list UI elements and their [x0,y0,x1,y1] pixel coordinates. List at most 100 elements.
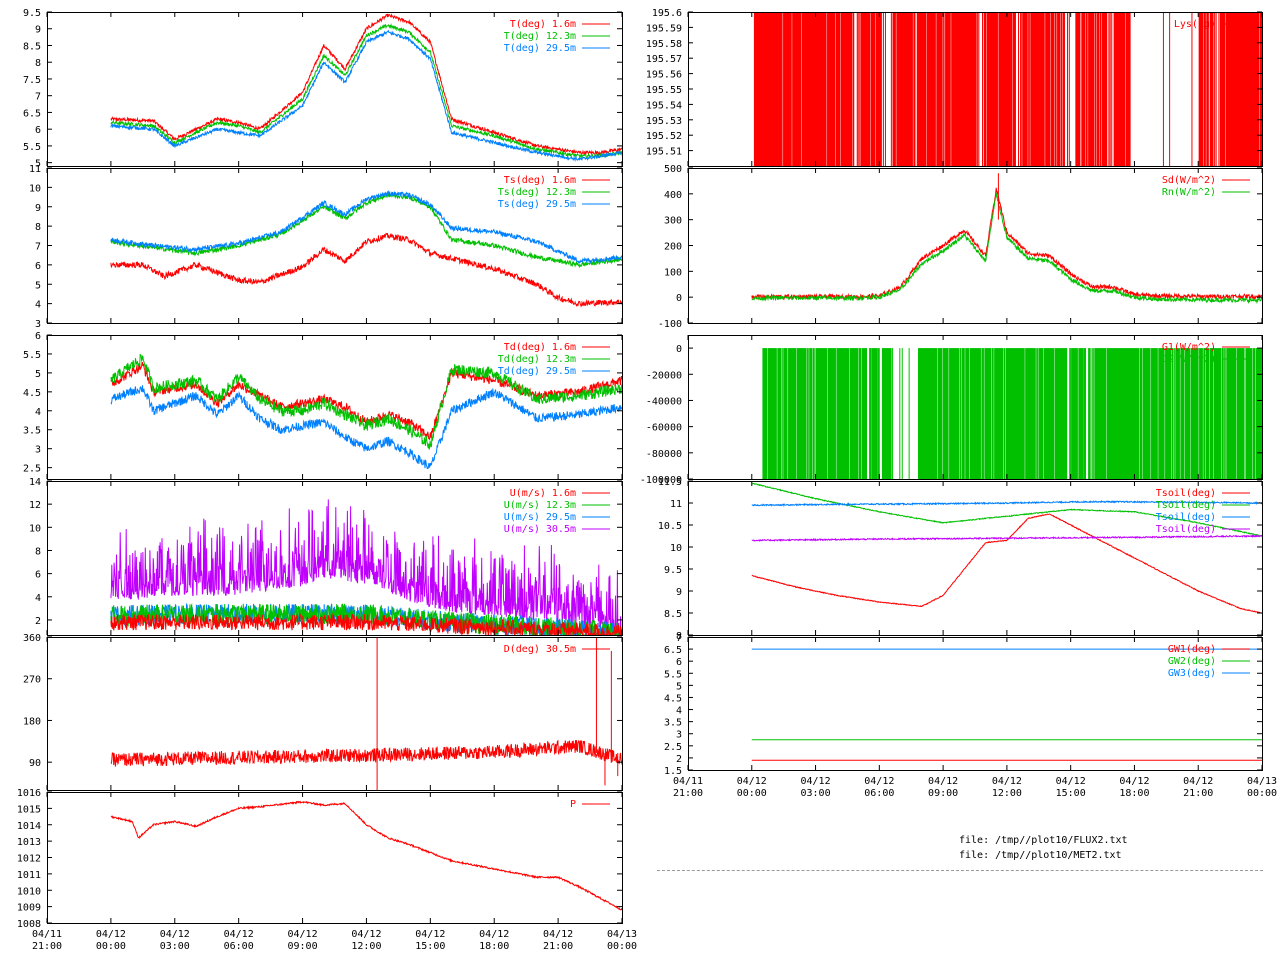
bar-segment [1088,12,1090,166]
y-tick-label: 2 [35,616,41,627]
bar-segment [827,12,836,166]
bar-segment [1088,348,1090,479]
bar-segment [1225,348,1227,479]
y-tick-label: 2.5 [23,464,41,475]
bar-segment [1205,348,1210,479]
x-tick-label-time: 00:00 [737,788,767,799]
panel-frame [688,637,1263,771]
x-tick-label-date: 04/13 [607,929,637,940]
y-tick-label: 195.58 [646,39,682,50]
legend-label: Sd(W/m^2) [1162,175,1216,186]
bar-segment [840,12,853,166]
y-tick-label: 6 [676,657,682,668]
bar-segment [1190,348,1199,479]
bar-segment [918,348,938,479]
panel-frame [47,637,623,791]
y-tick-label: 200 [664,242,682,253]
series-line [110,29,622,163]
bar-segment [1245,348,1253,479]
y-tick-label: 3 [35,445,41,456]
y-tick-label: 9 [35,25,41,36]
y-tick-label: 1016 [17,788,41,799]
y-tick-label: 3.5 [664,718,682,729]
bar-segment [1003,348,1006,479]
panel-6: 1008 1009 1010 1011 1012 1013 1014 1015 1016 04/1… [17,788,637,952]
bar-segment [1050,12,1055,166]
panel-8: -100 0 100 200 300 400 500 Sd(W/m^2)Rn(W/m^2) [658,164,1263,330]
y-tick-label: 8 [676,631,682,642]
series-line [110,353,622,450]
bar-segment [965,348,970,479]
x-tick-label-time: 06:00 [224,941,254,952]
bar-segment [792,12,802,166]
y-tick-label: 1011 [17,870,41,881]
y-tick-label: 195.51 [646,147,682,158]
panel-frame [688,335,1263,480]
bar-segment [1025,348,1036,479]
y-tick-label: 400 [664,190,682,201]
series-line [110,232,622,308]
x-tick-label-date: 04/12 [737,776,767,787]
y-tick-label: 5 [35,280,41,291]
panel-5: 90 180 270 360 D(deg) 30.5m [23,633,623,791]
bar-segment [1209,348,1214,479]
x-tick-label-time: 03:00 [801,788,831,799]
bar-segment [807,348,809,479]
bar-segment [1199,348,1201,479]
bar-segment [1022,12,1028,166]
panel-frame [47,481,623,636]
panel-9: -100000 -80000 -60000 -40000 -20000 0 G1(W/m^2… [640,335,1263,486]
x-tick-label-date: 04/12 [928,776,958,787]
bar-segment [875,12,882,166]
bar-segment [1142,348,1151,479]
legend-label: Tsoil(deg) [1156,524,1216,535]
x-tick-label-date: 04/12 [351,929,381,940]
legend-label: GW2(deg) [1168,656,1216,667]
bar-segment [783,12,792,166]
bar-segment [852,12,855,166]
bar-segment [815,348,828,479]
y-tick-label: 360 [23,633,41,644]
bar-segment [1093,348,1095,479]
bar-segment [961,348,965,479]
y-tick-label: 9.5 [664,565,682,576]
x-tick-label-date: 04/12 [801,776,831,787]
legend-label: Tsoil(deg) [1156,512,1216,523]
bar-segment [1252,348,1256,479]
panel-2-data [110,190,622,308]
bar-segment [994,348,1004,479]
y-tick-label: 14 [29,477,41,488]
y-tick-label: 5.5 [23,350,41,361]
y-tick-label: -100000 [640,475,682,486]
legend-label: GW3(deg) [1168,668,1216,679]
footer-divider [657,870,1263,871]
y-tick-label: 1012 [17,854,41,865]
x-tick-label-date: 04/12 [288,929,318,940]
x-tick-label-time: 18:00 [479,941,509,952]
x-tick-label-time: 15:00 [1056,788,1086,799]
y-tick-label: 500 [664,164,682,175]
footer-file-2: file: /tmp//plot10/MET2.txt [959,850,1122,861]
bar-segment [1045,12,1051,166]
series-line [110,800,622,911]
bar-segment [1028,12,1030,166]
bar-segment [1057,12,1061,166]
y-tick-label: 11.5 [658,477,682,488]
panel-4-data [110,499,622,635]
x-tick-label-date: 04/12 [543,929,573,940]
x-tick-label-time: 09:00 [928,788,958,799]
bar-segment [1219,12,1226,166]
bar-segment [1097,12,1100,166]
legend-label: D(deg) 30.5m [504,644,576,655]
x-tick-label-time: 09:00 [288,941,318,952]
x-tick-label-time: 12:00 [992,788,1022,799]
y-tick-label: 9.5 [23,8,41,19]
series-line [110,385,622,470]
y-tick-label: 7 [35,92,41,103]
y-tick-label: 10.5 [658,521,682,532]
bar-segment [762,348,768,479]
bar-segment [1078,348,1084,479]
bar-segment [849,348,859,479]
